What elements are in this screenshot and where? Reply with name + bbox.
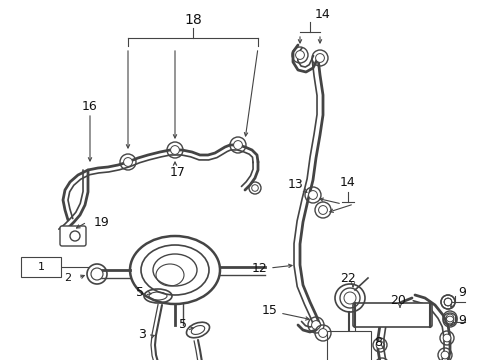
FancyBboxPatch shape [60, 226, 86, 246]
Text: 5: 5 [179, 319, 186, 332]
FancyBboxPatch shape [326, 331, 370, 360]
Text: 15: 15 [262, 303, 277, 316]
Circle shape [311, 321, 320, 329]
Text: 20: 20 [389, 293, 405, 306]
Text: 13: 13 [287, 179, 303, 192]
Circle shape [445, 314, 453, 322]
Circle shape [318, 206, 327, 215]
Circle shape [445, 316, 453, 324]
Text: 2: 2 [64, 273, 71, 283]
Circle shape [170, 145, 179, 154]
Text: 18: 18 [184, 13, 202, 27]
Circle shape [233, 141, 242, 149]
Text: 3: 3 [138, 328, 145, 342]
Circle shape [315, 54, 324, 62]
Text: 16: 16 [82, 100, 98, 113]
Circle shape [443, 298, 451, 306]
Circle shape [91, 268, 103, 280]
Circle shape [251, 185, 258, 191]
Circle shape [123, 158, 132, 166]
Text: 8: 8 [373, 336, 381, 348]
Text: 1: 1 [38, 262, 44, 272]
Text: 19: 19 [94, 216, 110, 229]
Text: 9: 9 [457, 314, 465, 327]
Text: 5: 5 [136, 285, 143, 298]
Text: 14: 14 [314, 8, 330, 21]
Circle shape [308, 190, 317, 199]
Text: 12: 12 [252, 261, 267, 274]
Circle shape [343, 292, 355, 304]
FancyBboxPatch shape [352, 303, 431, 327]
Text: 9: 9 [457, 285, 465, 298]
Circle shape [318, 329, 327, 337]
Text: 22: 22 [340, 271, 355, 284]
Circle shape [375, 341, 383, 349]
Text: 17: 17 [170, 166, 185, 179]
Circle shape [442, 334, 450, 342]
Circle shape [440, 351, 448, 359]
Circle shape [295, 51, 304, 59]
Circle shape [443, 298, 451, 306]
FancyBboxPatch shape [21, 257, 61, 277]
Text: 14: 14 [340, 176, 355, 189]
